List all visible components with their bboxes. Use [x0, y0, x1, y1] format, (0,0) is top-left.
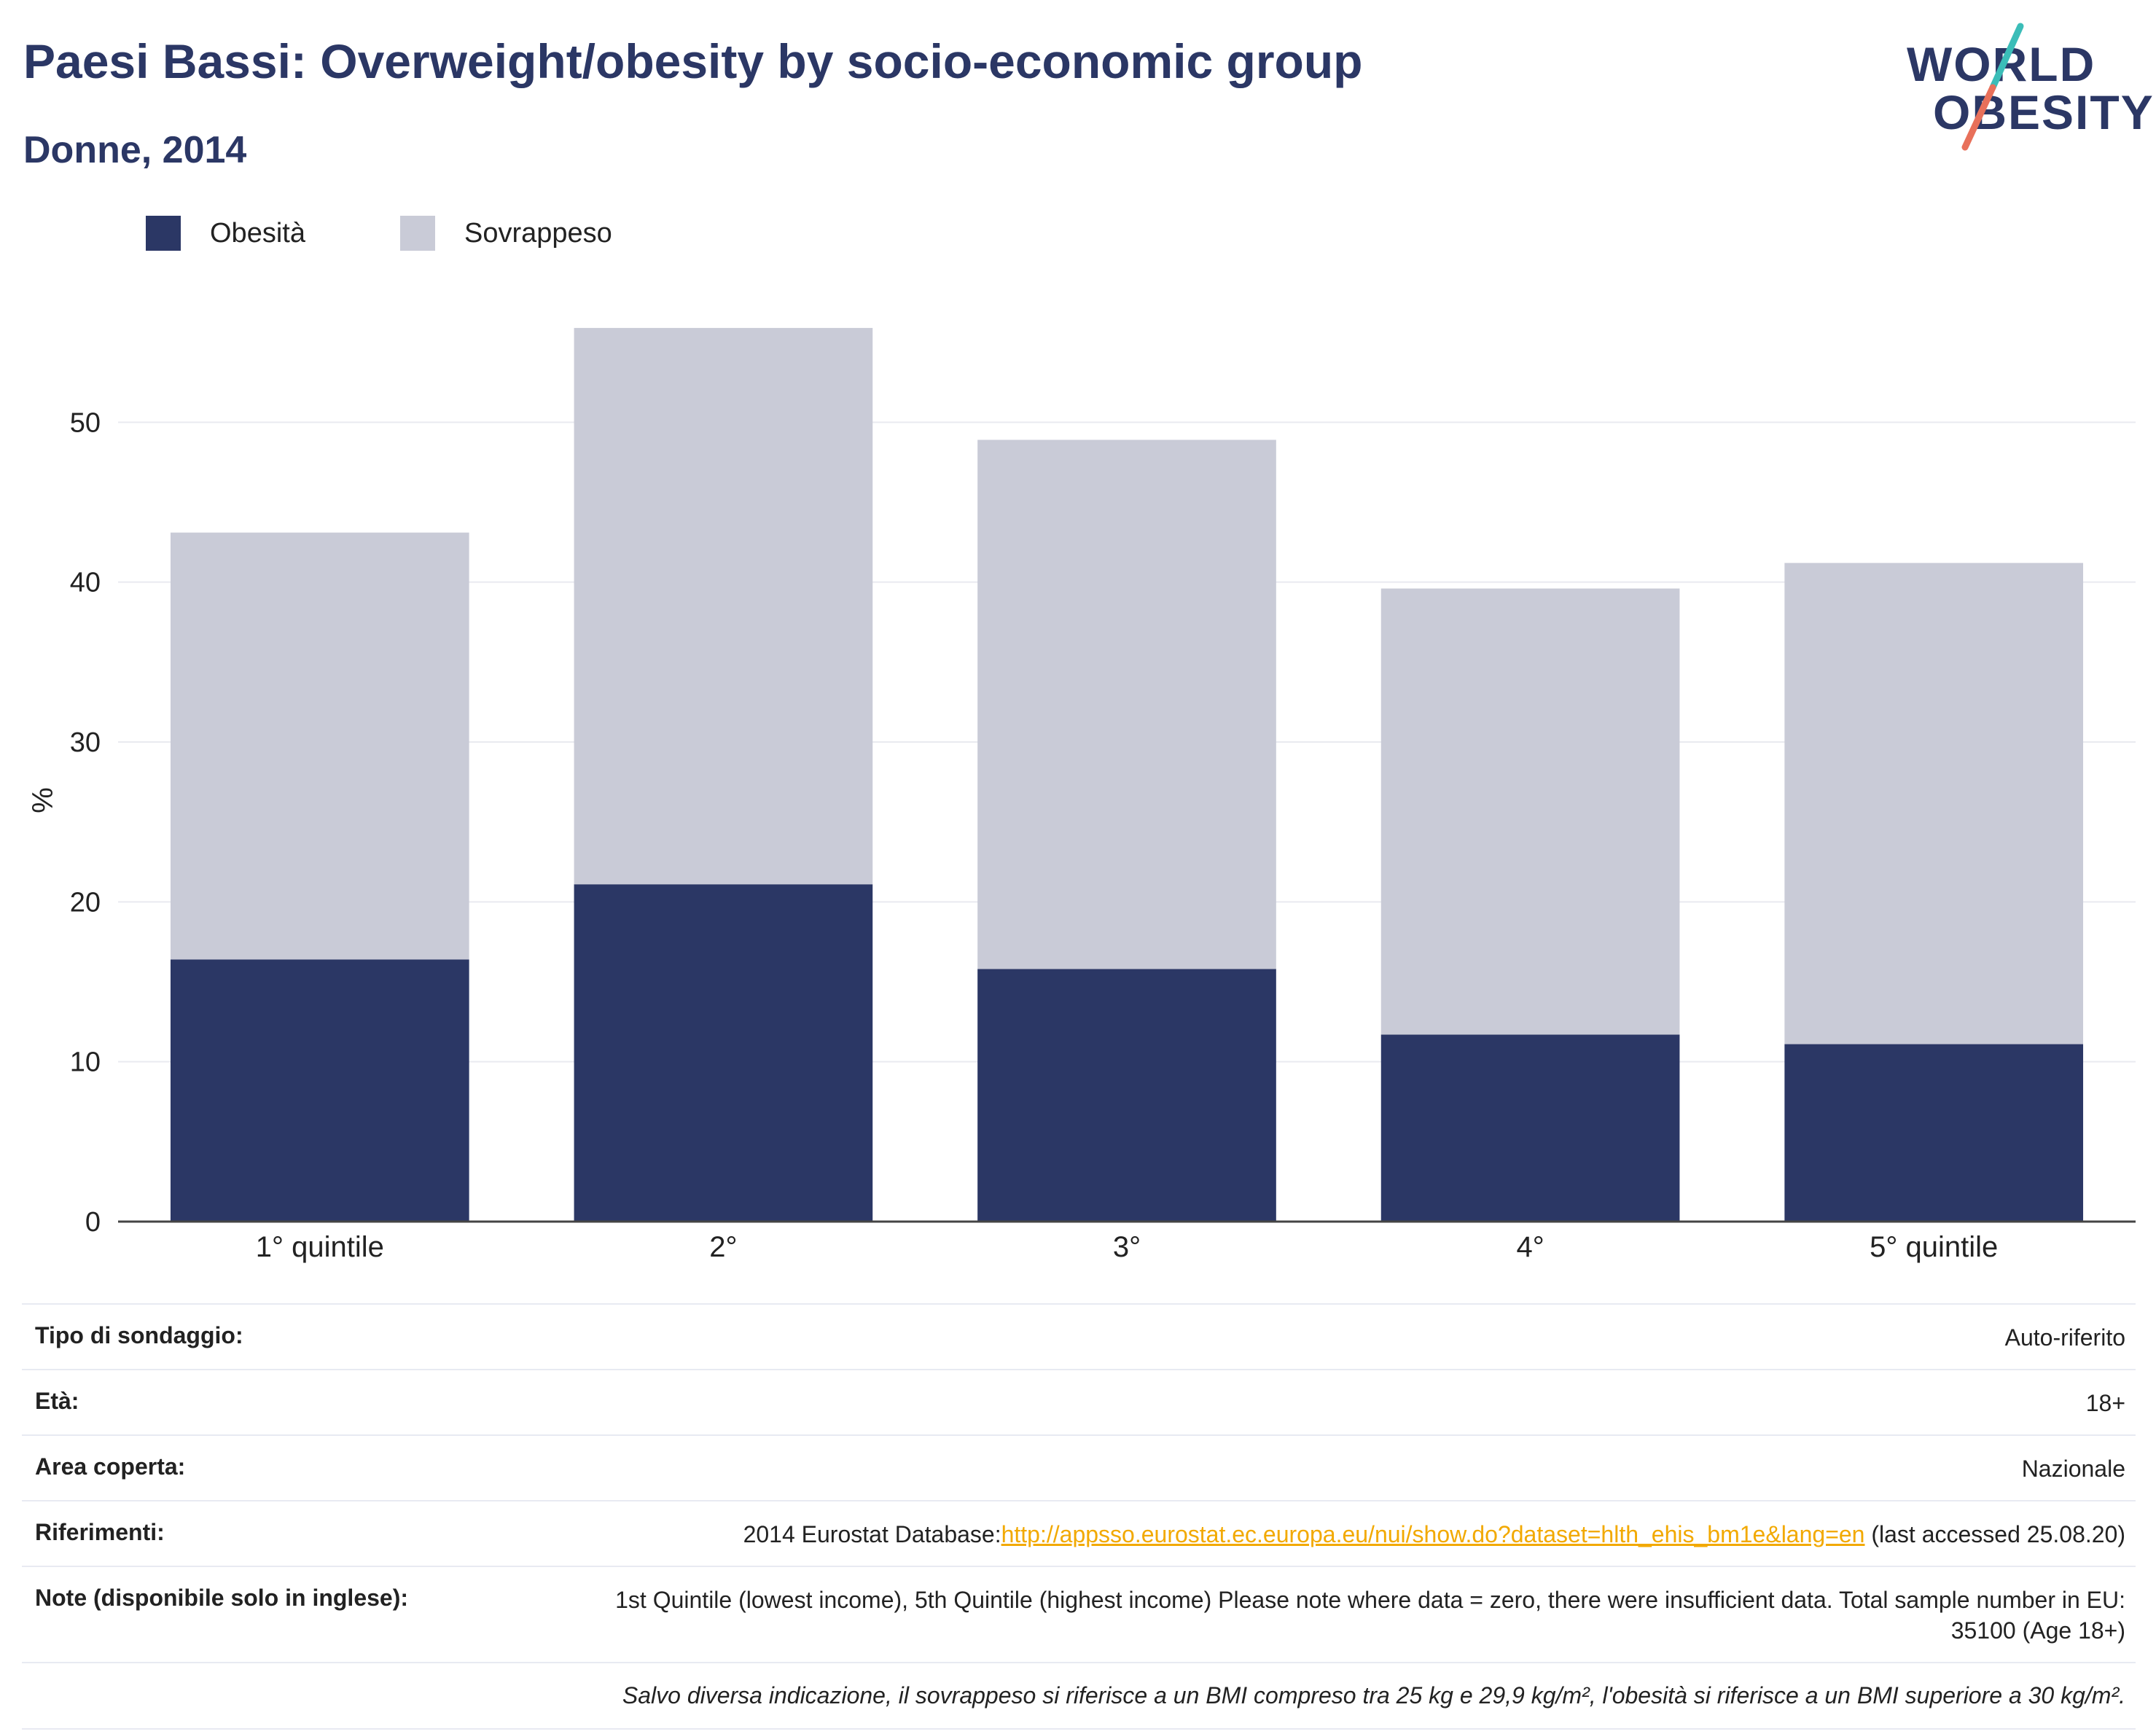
x-tick-label: 1° quintile — [256, 1231, 384, 1263]
world-obesity-logo: WORLD OBESITY — [1895, 22, 2153, 153]
reference-link[interactable]: http://appsso.eurostat.ec.europa.eu/nui/… — [1001, 1521, 1865, 1547]
info-key: Riferimenti: — [35, 1519, 165, 1545]
info-key: Note (disponibile solo in inglese): — [35, 1585, 409, 1611]
bar-obesity — [1380, 1034, 1680, 1222]
legend-item-overweight[interactable]: Sovrappeso — [399, 216, 612, 251]
y-tick-label: 20 — [70, 887, 101, 918]
logo-slash-icon — [1961, 23, 2024, 151]
info-key: Età: — [35, 1388, 79, 1414]
info-row-references: Riferimenti: 2014 Eurostat Database:http… — [22, 1500, 2136, 1566]
info-row-survey-type: Tipo di sondaggio: Auto-riferito — [22, 1303, 2136, 1369]
y-tick-label: 50 — [70, 407, 101, 438]
info-row-age: Età: 18+ — [22, 1369, 2136, 1434]
bar-obesity — [170, 959, 469, 1222]
info-key: Area coperta: — [35, 1453, 186, 1480]
x-tick-label: 4° — [1516, 1231, 1544, 1263]
y-tick-label: 0 — [85, 1207, 101, 1238]
bar-overweight — [170, 532, 469, 960]
x-tick-label: 2° — [709, 1231, 737, 1263]
legend-label-obesity: Obesità — [210, 217, 305, 249]
y-tick-label: 30 — [70, 727, 101, 758]
legend-item-obesity[interactable]: Obesità — [146, 216, 305, 251]
reference-suffix: (last accessed 25.08.20) — [1864, 1521, 2125, 1547]
y-tick-label: 10 — [70, 1047, 101, 1078]
x-tick-label: 5° quintile — [1870, 1231, 1998, 1263]
info-key: Tipo di sondaggio: — [35, 1322, 243, 1348]
chart-subtitle: Donne, 2014 — [23, 129, 247, 171]
stacked-bar-chart: 0 10 20 30 40 50% 1° quintile 2° 3° 4° 5° quintile — [27, 327, 2136, 1263]
info-table: Tipo di sondaggio: Auto-riferito Età: 18… — [22, 1303, 2136, 1730]
info-value: 18+ — [2085, 1390, 2125, 1416]
info-value: 2014 Eurostat Database:http://appsso.eur… — [743, 1519, 2125, 1550]
y-tick-label: 40 — [70, 568, 101, 598]
bar-overweight — [1380, 588, 1680, 1035]
bar-overweight — [574, 327, 873, 885]
legend: Obesità Sovrappeso — [146, 216, 707, 251]
bar-overweight — [977, 440, 1276, 969]
bar-obesity — [977, 969, 1276, 1222]
info-value: 1st Quintile (lowest income), 5th Quinti… — [615, 1587, 2125, 1644]
legend-swatch-obesity — [146, 216, 181, 251]
legend-label-overweight: Sovrappeso — [464, 217, 612, 249]
chart-title: Paesi Bassi: Overweight/obesity by socio… — [23, 34, 1363, 88]
reference-prefix: 2014 Eurostat Database: — [743, 1521, 1001, 1547]
x-tick-label: 3° — [1113, 1231, 1141, 1263]
footnote: Salvo diversa indicazione, il sovrappeso… — [22, 1662, 2136, 1730]
info-value: Auto-riferito — [2004, 1324, 2125, 1351]
bar-obesity — [1784, 1044, 2084, 1222]
bar-obesity — [574, 884, 873, 1222]
bar-overweight — [1784, 563, 2084, 1044]
legend-swatch-overweight — [399, 216, 435, 251]
info-row-area: Area coperta: Nazionale — [22, 1434, 2136, 1500]
y-axis-label: % — [27, 787, 59, 813]
info-row-notes: Note (disponibile solo in inglese): 1st … — [22, 1566, 2136, 1662]
info-value: Nazionale — [2021, 1456, 2125, 1482]
